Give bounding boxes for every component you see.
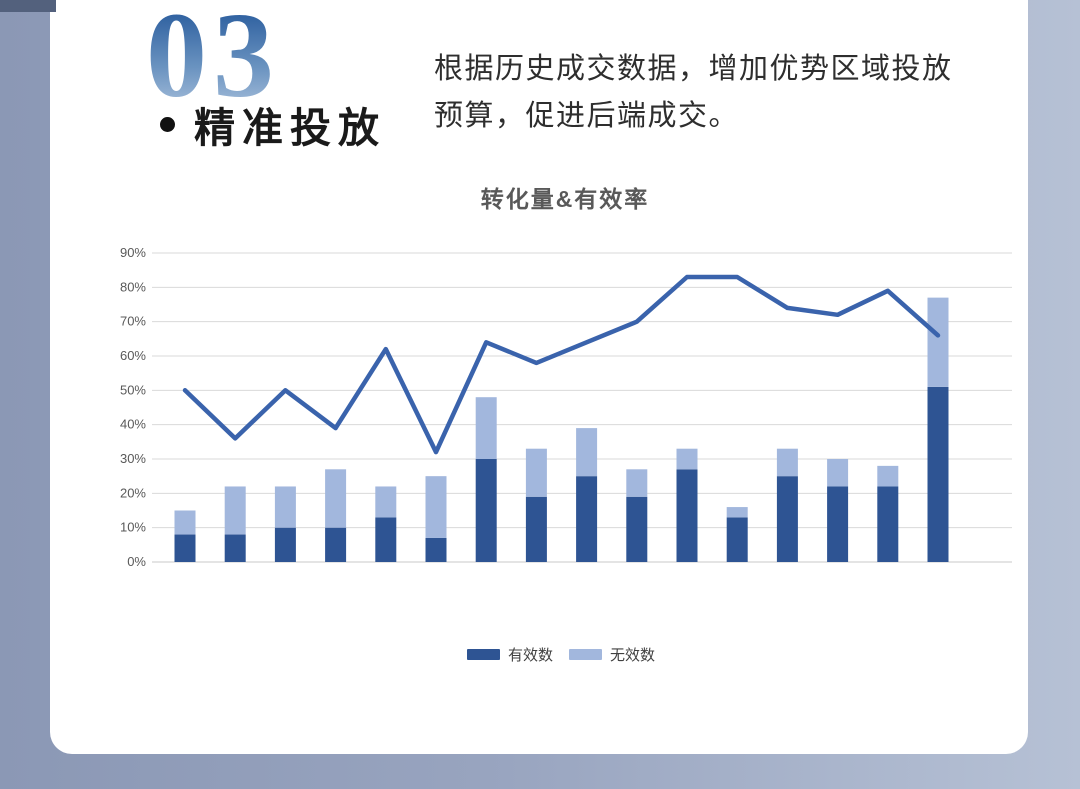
description-line-2: 预算，促进后端成交。 (434, 100, 740, 132)
legend-item-valid: 有效数 (466, 644, 553, 665)
bar-segment-invalid (475, 397, 497, 459)
bar-segment-invalid (626, 469, 648, 497)
bar-segment-invalid (525, 448, 547, 497)
section-title: 精准投放 (194, 105, 386, 151)
bar-segment-valid (927, 386, 949, 562)
bar-segment-valid (375, 517, 397, 562)
legend-swatch-invalid-icon (569, 649, 602, 660)
content-card (50, 0, 1028, 754)
section-description: 根据历史成交数据，增加优势区域投放 预算，促进后端成交。 (434, 46, 953, 140)
y-tick-label: 20% (120, 485, 146, 500)
bar-segment-invalid (827, 459, 849, 487)
bullet-icon (160, 117, 175, 132)
bar-segment-valid (174, 534, 196, 562)
chart-legend: 有效数 无效数 (42, 644, 1080, 665)
bar-segment-invalid (174, 510, 196, 535)
bar-segment-invalid (325, 469, 347, 528)
bar-segment-invalid (726, 507, 748, 518)
top-left-accent (0, 0, 56, 12)
bar-segment-valid (576, 476, 598, 562)
y-tick-label: 10% (120, 520, 146, 535)
bar-segment-valid (726, 517, 748, 562)
y-tick-label: 90% (120, 245, 146, 260)
bar-segment-valid (676, 469, 698, 562)
y-tick-label: 30% (120, 451, 146, 466)
legend-label-invalid: 无效数 (610, 647, 656, 664)
bar-segment-valid (475, 459, 497, 562)
legend-item-invalid: 无效数 (569, 644, 655, 665)
y-tick-label: 0% (127, 554, 146, 569)
trend-line (182, 274, 941, 455)
bar-segment-valid (877, 486, 899, 562)
legend-swatch-valid-icon (466, 649, 500, 660)
conversion-rate-chart: 0% 10% 20% 30% 40% 50% 60% 70% 80% 90% (120, 245, 1012, 569)
bar-segment-invalid (576, 428, 598, 477)
bar-segment-invalid (927, 297, 949, 387)
bar-segment-invalid (877, 465, 899, 487)
bar-segment-invalid (224, 486, 246, 535)
legend-label-valid: 有效数 (507, 647, 553, 664)
bar-segment-valid (525, 496, 547, 562)
bar-segment-valid (776, 476, 798, 562)
bar-segment-valid (425, 537, 447, 562)
bar-segment-invalid (375, 486, 397, 518)
y-tick-label: 80% (120, 279, 146, 294)
bar-segment-valid (274, 527, 296, 562)
y-tick-label: 60% (120, 348, 146, 363)
bar-segment-invalid (776, 448, 798, 477)
bar-segment-valid (325, 527, 347, 562)
bar-segment-invalid (274, 486, 296, 528)
y-tick-label: 50% (120, 382, 146, 397)
bar-segment-valid (224, 534, 246, 562)
bar-segment-valid (827, 486, 849, 562)
y-tick-label: 70% (120, 314, 146, 329)
description-line-1: 根据历史成交数据，增加优势区域投放 (434, 53, 953, 85)
chart-title: 转化量&有效率 (480, 186, 650, 212)
section-number: 03 (146, 0, 280, 123)
bar-segment-valid (626, 496, 648, 562)
bar-segment-invalid (425, 476, 447, 538)
bar-segment-invalid (676, 448, 698, 470)
y-tick-label: 40% (120, 417, 146, 432)
